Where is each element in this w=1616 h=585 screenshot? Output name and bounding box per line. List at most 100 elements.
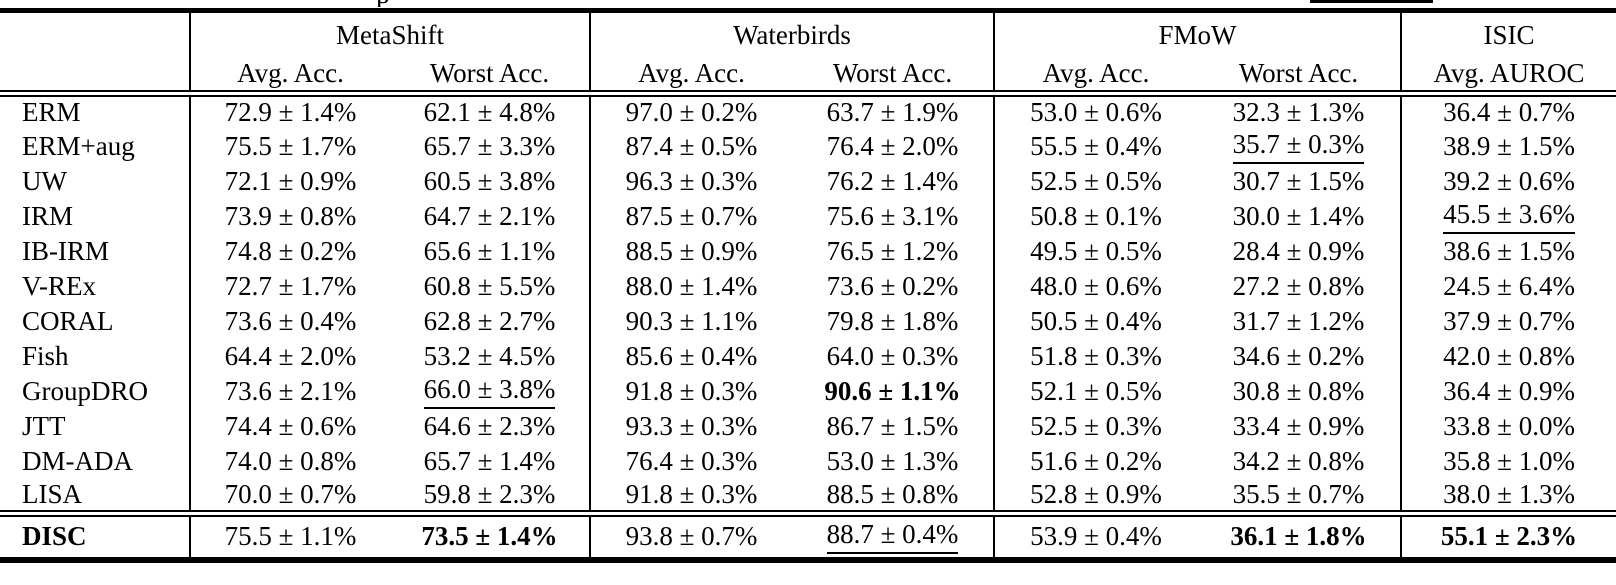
table-row: V-REx 72.7 ± 1.7% 60.8 ± 5.5% 88.0 ± 1.4% 73… [0,268,1616,304]
method-cell: IRM [22,200,74,231]
value-cell: 97.0 ± 0.2% [589,93,792,129]
value-cell: 52.5 ± 0.3% [993,408,1198,444]
value-cell: 52.5 ± 0.5% [993,163,1198,199]
value-cell: 35.8 ± 1.0% [1400,443,1616,479]
value-cell: 65.6 ± 1.1% [423,235,556,266]
results-table: MetaShift Waterbirds FMoW ISIC Avg. Acc.… [0,8,1616,563]
method-cell: Fish [22,340,69,371]
value-cell: 72.9 ± 1.4% [189,93,390,129]
value-cell: 59.8 ± 2.3% [423,478,556,509]
table-row: DISC 75.5 ± 1.1% 73.5 ± 1.4% 93.8 ± 0.7% 88.… [0,510,1616,560]
value-cell: 87.4 ± 0.5% [589,128,792,164]
col-header-fmow-worst: Worst Acc. [1197,57,1402,97]
method-cell: DISC [0,510,190,560]
value-cell: 32.3 ± 1.3% [1232,97,1365,128]
value-cell: 74.4 ± 0.6% [189,408,390,444]
value-cell: 72.1 ± 0.9% [189,163,390,199]
value-cell: 60.8 ± 5.5% [423,270,556,301]
value-cell: 62.8 ± 2.7% [423,305,556,336]
table-row: CORAL 73.6 ± 0.4% 62.8 ± 2.7% 90.3 ± 1.1% 79… [0,303,1616,339]
value-cell: 55.1 ± 2.3% [1400,510,1616,560]
value-cell: 93.3 ± 0.3% [589,408,792,444]
value-cell: 64.6 ± 2.3% [423,410,556,441]
value-cell: 79.8 ± 1.8% [826,305,959,336]
method-cell: CORAL [22,305,114,336]
value-cell: 73.6 ± 0.2% [826,270,959,301]
value-cell: 93.8 ± 0.7% [589,510,792,560]
col-header-ms-worst: Worst Acc. [390,57,590,97]
value-cell: 96.3 ± 0.3% [589,163,792,199]
value-cell: 33.4 ± 0.9% [1232,410,1365,441]
value-cell: 53.0 ± 1.3% [826,445,959,476]
value-cell: 30.0 ± 1.4% [1232,200,1365,231]
value-cell: 91.8 ± 0.3% [589,373,792,409]
value-cell: 53.9 ± 0.4% [993,510,1198,560]
value-cell: 45.5 ± 3.6% [1400,198,1616,234]
value-cell: 73.6 ± 0.4% [189,303,390,339]
col-header-ms-avg: Avg. Acc. [189,57,390,97]
value-cell: 36.4 ± 0.7% [1400,93,1616,129]
value-cell: 27.2 ± 0.8% [1232,270,1365,301]
value-cell: 50.5 ± 0.4% [993,303,1198,339]
value-cell: 64.0 ± 0.3% [826,340,959,371]
value-cell: 24.5 ± 6.4% [1400,268,1616,304]
value-cell: 73.5 ± 1.4% [390,510,590,560]
col-header-fmow-avg: Avg. Acc. [993,57,1198,97]
corner-cell [0,11,190,58]
table-row: JTT 74.4 ± 0.6% 64.6 ± 2.3% 93.3 ± 0.3% 86.7… [0,408,1616,444]
value-cell: 88.0 ± 1.4% [589,268,792,304]
value-cell: 50.8 ± 0.1% [993,198,1198,234]
value-cell: 48.0 ± 0.6% [993,268,1198,304]
value-cell: 88.5 ± 0.9% [589,233,792,269]
value-cell: 38.6 ± 1.5% [1400,233,1616,269]
value-cell: 31.7 ± 1.2% [1232,305,1365,336]
dataset-header-row: MetaShift Waterbirds FMoW ISIC [0,10,1616,58]
value-cell: 42.0 ± 0.8% [1400,338,1616,374]
method-cell: IB-IRM [22,235,109,266]
value-cell: 70.0 ± 0.7% [189,478,390,514]
value-cell: 36.4 ± 0.9% [1400,373,1616,409]
value-cell: 28.4 ± 0.9% [1232,235,1365,266]
method-rows: ERM 72.9 ± 1.4% 62.1 ± 4.8% 97.0 ± 0.2% 63.7… [0,93,1616,514]
value-cell: 36.1 ± 1.8% [1197,510,1402,560]
value-cell: 39.2 ± 0.6% [1400,163,1616,199]
group-header-isic: ISIC [1400,10,1616,58]
value-cell: 51.6 ± 0.2% [993,443,1198,479]
value-cell: 85.6 ± 0.4% [589,338,792,374]
value-cell: 88.5 ± 0.8% [826,478,959,509]
metric-header-row: Avg. Acc. Worst Acc. Avg. Acc. Worst Acc… [0,57,1616,97]
value-cell: 51.8 ± 0.3% [993,338,1198,374]
value-cell: 38.0 ± 1.3% [1400,478,1616,514]
value-cell: 73.9 ± 0.8% [189,198,390,234]
method-cell: V-REx [22,270,97,301]
col-header-isic-auroc: Avg. AUROC [1400,57,1616,97]
table-row: DM-ADA 74.0 ± 0.8% 65.7 ± 1.4% 76.4 ± 0.3% 5… [0,443,1616,479]
col-header-wb-worst: Worst Acc. [792,57,995,97]
table-row: IRM 73.9 ± 0.8% 64.7 ± 2.1% 87.5 ± 0.7% 75.6… [0,198,1616,234]
corner-cell [0,57,190,97]
value-cell: 55.5 ± 0.4% [993,128,1198,164]
caption-text-fragment: p [376,0,396,7]
method-cell: UW [22,165,67,196]
method-cell: ERM [22,97,81,128]
value-cell: 63.7 ± 1.9% [826,97,959,128]
table-row: ERM 72.9 ± 1.4% 62.1 ± 4.8% 97.0 ± 0.2% 63.7… [0,93,1616,129]
caption-underline-fragment [1310,0,1433,3]
value-cell: 30.7 ± 1.5% [1232,165,1365,196]
group-header-fmow: FMoW [993,10,1402,58]
value-cell: 73.6 ± 2.1% [189,373,390,409]
value-cell: 35.5 ± 0.7% [1232,478,1365,509]
value-cell: 34.2 ± 0.8% [1232,445,1365,476]
table-row: LISA 70.0 ± 0.7% 59.8 ± 2.3% 91.8 ± 0.3% 88.… [0,478,1616,514]
method-cell: JTT [22,410,66,441]
value-cell: 37.9 ± 0.7% [1400,303,1616,339]
value-cell: 74.8 ± 0.2% [189,233,390,269]
value-cell: 53.0 ± 0.6% [993,93,1198,129]
value-cell: 76.4 ± 2.0% [826,130,959,161]
table-row: IB-IRM 74.8 ± 0.2% 65.6 ± 1.1% 88.5 ± 0.9% 7… [0,233,1616,269]
disc-row-section: DISC 75.5 ± 1.1% 73.5 ± 1.4% 93.8 ± 0.7% 88.… [0,510,1616,560]
value-cell: 87.5 ± 0.7% [589,198,792,234]
table-header: MetaShift Waterbirds FMoW ISIC Avg. Acc.… [0,10,1616,97]
value-cell: 62.1 ± 4.8% [423,97,556,128]
